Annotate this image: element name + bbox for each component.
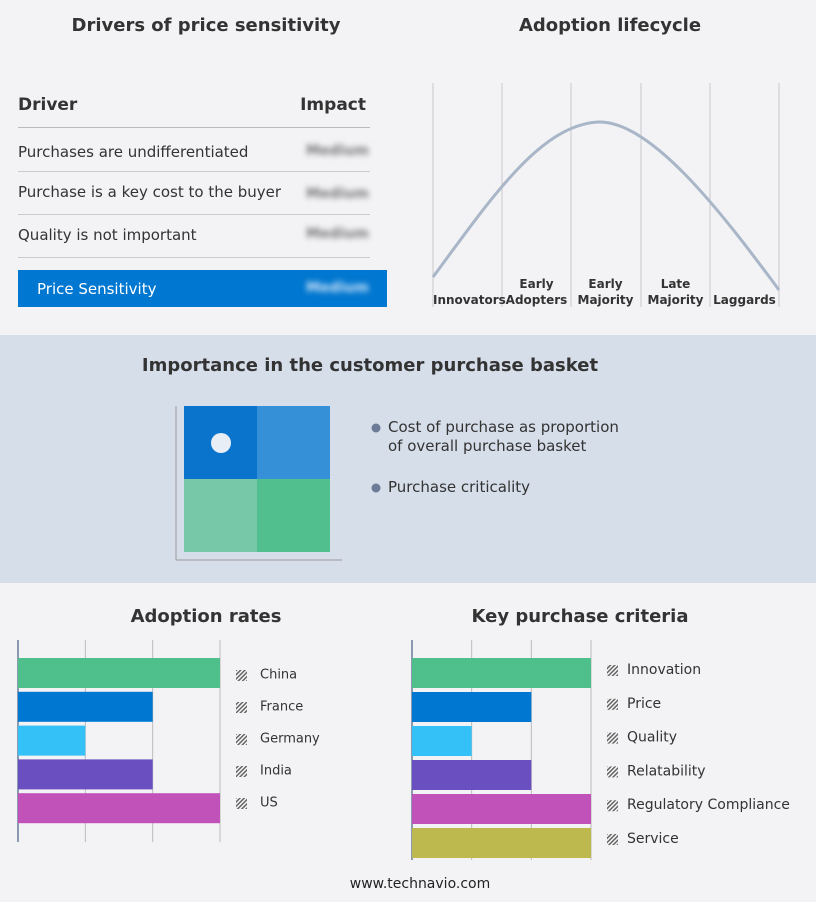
stage-label: Early Adopters	[505, 277, 568, 307]
stage-label: Innovators	[433, 293, 506, 307]
legend-icon	[236, 670, 247, 681]
bar	[412, 794, 591, 824]
rule	[18, 127, 370, 128]
bar	[412, 828, 591, 858]
legend-label: Price	[627, 696, 661, 712]
table-cell: Price Sensitivity	[37, 280, 157, 298]
legend-label: Service	[627, 831, 679, 847]
table-cell: Medium	[306, 280, 369, 296]
lifecycle-title: Adoption lifecycle	[518, 15, 702, 36]
bar	[412, 760, 532, 790]
rule	[18, 257, 370, 258]
bar	[18, 793, 220, 824]
basket-matrix	[175, 406, 381, 561]
table-cell: Quality is not important	[18, 226, 197, 244]
lifecycle-curve	[431, 83, 781, 307]
legend-label: China	[260, 668, 297, 683]
bar	[412, 658, 591, 688]
table-header: Impact	[300, 95, 366, 115]
rule	[18, 214, 370, 215]
legend-icon	[607, 732, 618, 744]
bar	[412, 692, 532, 722]
table-cell: Medium	[306, 186, 369, 202]
stage-label: Late Majority	[647, 277, 704, 307]
legend-label: Relatability	[627, 763, 706, 779]
legend-icon	[607, 834, 618, 845]
basket-title: Importance in the customer purchase bask…	[141, 355, 599, 376]
footer: www.technavio.com	[349, 876, 491, 892]
basket-legend: Purchase criticality	[388, 478, 531, 496]
bar-charts: Adoption rates China France Germany India US K…	[17, 606, 790, 860]
table-cell: Purchase is a key cost to the buyer	[18, 183, 282, 201]
drivers-title: Drivers of price sensitivity	[71, 15, 341, 36]
legend-icon	[607, 665, 618, 676]
stage-label: Early Majority	[577, 277, 634, 307]
legend-label: Quality	[627, 730, 677, 746]
basket-legend: Cost of purchase as proportion of overal…	[388, 418, 619, 455]
bar	[18, 691, 153, 722]
summary-row: Price Sensitivity Medium	[18, 270, 387, 307]
legend-label: Regulatory Compliance	[627, 797, 790, 813]
table-cell: Medium	[306, 143, 369, 159]
legend-label: US	[260, 796, 278, 811]
table-cell: Purchases are undifferentiated	[18, 143, 249, 161]
table-cell: Medium	[306, 226, 369, 242]
legend-icon	[236, 702, 247, 713]
legend-icon	[236, 798, 247, 809]
legend-label: Germany	[260, 732, 320, 747]
stage-label: Laggards	[713, 293, 776, 307]
bar	[18, 658, 220, 688]
legend-icon	[607, 698, 618, 710]
bar	[18, 759, 153, 790]
basket-section	[0, 335, 816, 583]
bar	[412, 726, 472, 756]
legend-label: France	[260, 700, 303, 715]
rule	[18, 171, 370, 172]
legend-icon	[236, 734, 247, 745]
legend-label: Innovation	[627, 662, 701, 678]
legend-label: India	[260, 764, 292, 779]
bar	[18, 725, 86, 756]
table-header: Driver	[18, 95, 78, 115]
legend-icon	[607, 766, 618, 778]
chart-title: Adoption rates	[131, 606, 282, 627]
legend-icon	[607, 800, 618, 812]
legend-icon	[236, 766, 247, 777]
chart-title: Key purchase criteria	[472, 606, 689, 627]
